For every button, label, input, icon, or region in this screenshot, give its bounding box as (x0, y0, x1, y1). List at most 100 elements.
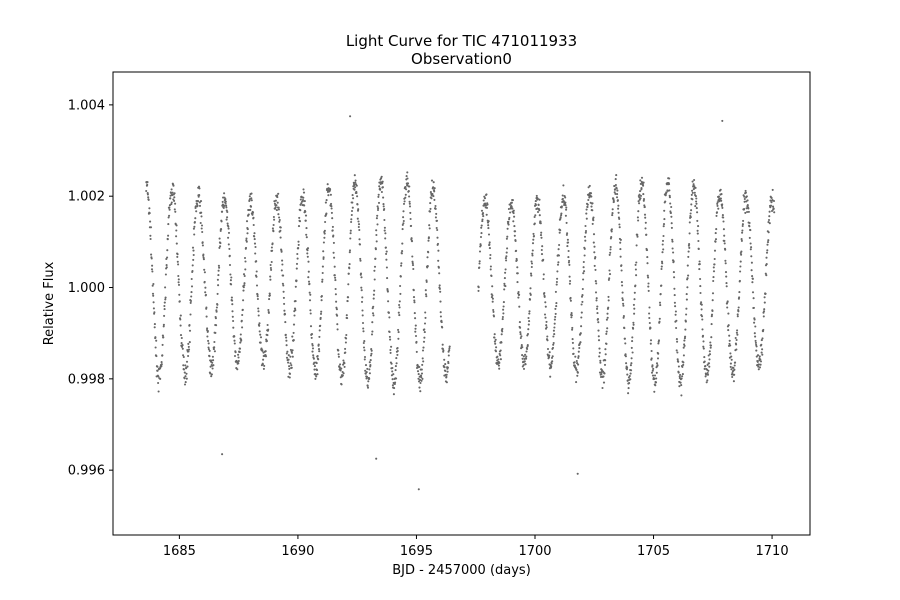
data-point (604, 359, 607, 362)
data-point (366, 367, 369, 370)
data-point (412, 267, 415, 271)
data-point (402, 202, 406, 205)
data-point (657, 342, 660, 345)
data-point (363, 358, 366, 361)
data-point (499, 358, 502, 361)
data-point (670, 222, 673, 225)
data-point (735, 343, 738, 346)
data-point (166, 238, 169, 241)
data-point (584, 239, 587, 242)
data-point (177, 283, 181, 286)
data-point (569, 296, 572, 299)
data-point (550, 365, 553, 368)
data-point (304, 214, 308, 217)
data-point (174, 210, 177, 213)
data-point (630, 357, 633, 360)
data-point (334, 293, 337, 296)
data-point (200, 227, 203, 230)
data-point (381, 182, 384, 185)
data-point (274, 206, 277, 209)
data-point (735, 348, 738, 351)
data-point (554, 290, 557, 293)
data-point (202, 258, 205, 261)
data-point (595, 297, 598, 300)
data-point (507, 223, 510, 226)
data-point (661, 262, 664, 265)
data-point (544, 305, 547, 308)
data-point (571, 328, 574, 331)
x-tick-label: 1700 (518, 544, 551, 559)
data-point (534, 214, 537, 217)
data-point (715, 211, 719, 214)
data-point (694, 205, 697, 208)
data-point (664, 200, 667, 203)
data-point (757, 368, 760, 371)
data-point (768, 215, 771, 218)
data-point (307, 276, 310, 279)
chart-subtitle: Observation0 (411, 50, 512, 68)
data-point (307, 280, 311, 283)
data-point (727, 312, 730, 315)
data-point (527, 328, 530, 331)
data-point (164, 296, 167, 299)
data-point (370, 333, 374, 336)
data-point (190, 285, 194, 288)
data-point (576, 362, 579, 365)
data-point (218, 246, 221, 249)
data-point (607, 306, 610, 309)
data-point (732, 366, 735, 369)
data-point (408, 195, 411, 198)
data-point (549, 375, 552, 378)
data-point (749, 248, 752, 251)
data-point (576, 472, 579, 475)
data-point (152, 282, 155, 286)
data-point (210, 359, 213, 362)
data-point (268, 298, 271, 301)
data-point (538, 214, 541, 217)
data-point (243, 274, 246, 278)
data-point (557, 248, 560, 251)
data-point (727, 329, 730, 332)
data-point (766, 249, 769, 252)
data-point (291, 355, 294, 358)
data-point (271, 227, 274, 230)
data-point (550, 356, 554, 359)
data-point (500, 333, 503, 336)
data-point (264, 355, 268, 358)
data-point (696, 229, 699, 232)
data-point (345, 333, 348, 337)
data-point (231, 299, 234, 302)
data-point (282, 296, 285, 299)
data-point (366, 386, 370, 389)
data-point (534, 200, 537, 203)
data-point (191, 246, 195, 249)
data-point (208, 349, 211, 352)
data-point (405, 175, 408, 178)
data-point (601, 386, 604, 390)
data-point (393, 387, 396, 390)
data-point (336, 323, 339, 326)
data-point (489, 257, 492, 260)
data-point (373, 269, 376, 272)
data-point (229, 279, 232, 282)
data-point (227, 236, 230, 239)
data-point (556, 277, 559, 280)
data-point (609, 251, 612, 254)
data-point (616, 199, 619, 202)
data-point (498, 367, 501, 370)
data-point (621, 284, 624, 287)
data-point (270, 260, 273, 264)
data-point (587, 186, 590, 189)
data-point (559, 216, 562, 219)
data-point (593, 264, 596, 267)
data-point (160, 365, 163, 368)
data-point (362, 330, 365, 333)
data-point (428, 210, 432, 213)
data-point (683, 339, 686, 342)
data-point (357, 220, 360, 223)
data-point (364, 369, 367, 372)
data-point (603, 372, 606, 375)
data-point (734, 336, 737, 340)
data-point (568, 275, 571, 278)
data-point (586, 205, 589, 209)
